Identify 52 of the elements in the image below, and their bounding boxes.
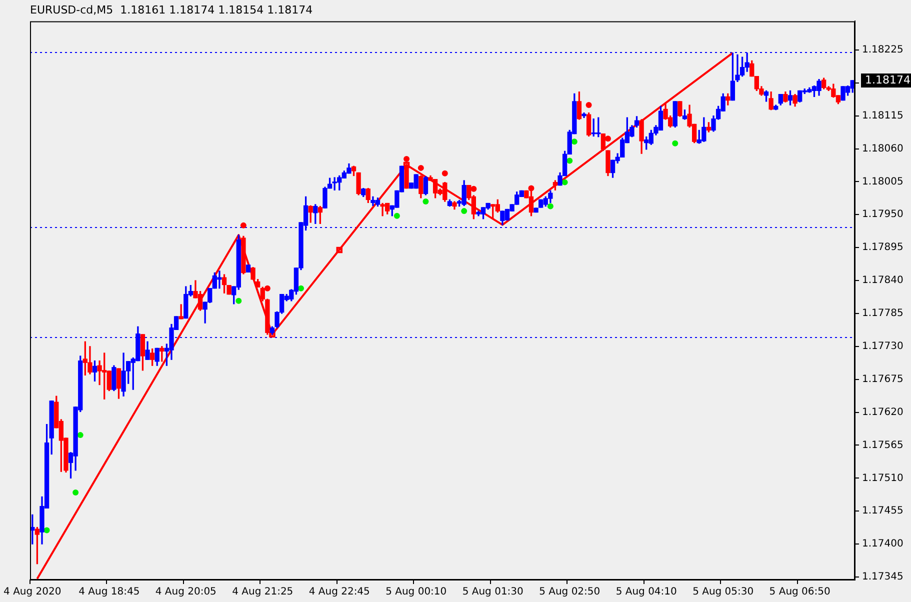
point — [404, 156, 410, 162]
y-tick-label: 1.18060 — [862, 143, 904, 154]
point — [586, 102, 592, 108]
point — [442, 170, 448, 176]
point — [336, 246, 342, 254]
y-tick-label: 1.17345 — [862, 572, 904, 583]
point — [418, 164, 424, 171]
point — [72, 490, 79, 496]
x-tick-label: 4 Aug 20:05 — [155, 586, 216, 598]
x-tick-label: 5 Aug 06:50 — [769, 586, 830, 598]
y-tick-label: 1.17455 — [862, 506, 904, 517]
point — [394, 212, 400, 219]
x-tick-label: 4 Aug 18:45 — [78, 586, 140, 598]
y-tick-label: 1.18115 — [862, 110, 904, 122]
point — [264, 285, 270, 292]
x-tick-label: 5 Aug 05:30 — [692, 586, 754, 598]
y-tick-label: 1.17730 — [862, 341, 904, 352]
point — [44, 527, 50, 534]
point — [422, 198, 429, 204]
y-tick-label: 1.17510 — [862, 472, 904, 484]
point — [470, 186, 477, 192]
point — [547, 203, 554, 210]
x-tick-label: 4 Aug 2020 — [4, 586, 62, 598]
point — [240, 222, 246, 228]
point — [236, 298, 242, 304]
y-tick-label: 1.17895 — [862, 242, 904, 254]
y-tick-label: 1.17840 — [862, 275, 904, 286]
y-tick-label: 1.17565 — [862, 440, 904, 451]
y-tick-label: 1.18005 — [862, 176, 904, 188]
y-tick-label: 1.17400 — [862, 538, 904, 550]
point — [672, 140, 678, 146]
x-tick-label: 4 Aug 22:45 — [308, 586, 370, 598]
x-tick-label: 5 Aug 00:10 — [386, 586, 447, 598]
point — [269, 331, 276, 338]
text: 1.18174 — [865, 73, 910, 86]
x-tick-label: 5 Aug 02:50 — [539, 586, 600, 598]
x-tick-label: 5 Aug 01:30 — [462, 586, 524, 598]
point — [461, 208, 468, 214]
point — [566, 158, 573, 164]
y-tick-label: 1.18225 — [862, 44, 904, 56]
x-tick-label: 5 Aug 04:10 — [616, 586, 677, 598]
y-tick-label: 1.17620 — [862, 406, 904, 418]
y-tick-label: 1.17675 — [862, 374, 904, 385]
point — [298, 285, 304, 292]
point — [562, 179, 568, 186]
point — [77, 432, 84, 438]
y-tick-label: 1.17785 — [862, 308, 904, 320]
chart-title: EURUSD-cd,M5 1.18161 1.18174 1.18154 1.18174 — [30, 3, 313, 16]
point — [403, 162, 410, 168]
x-tick-label: 4 Aug 21:25 — [232, 586, 294, 598]
y-tick-label: 1.17950 — [862, 209, 904, 220]
point — [571, 138, 578, 145]
